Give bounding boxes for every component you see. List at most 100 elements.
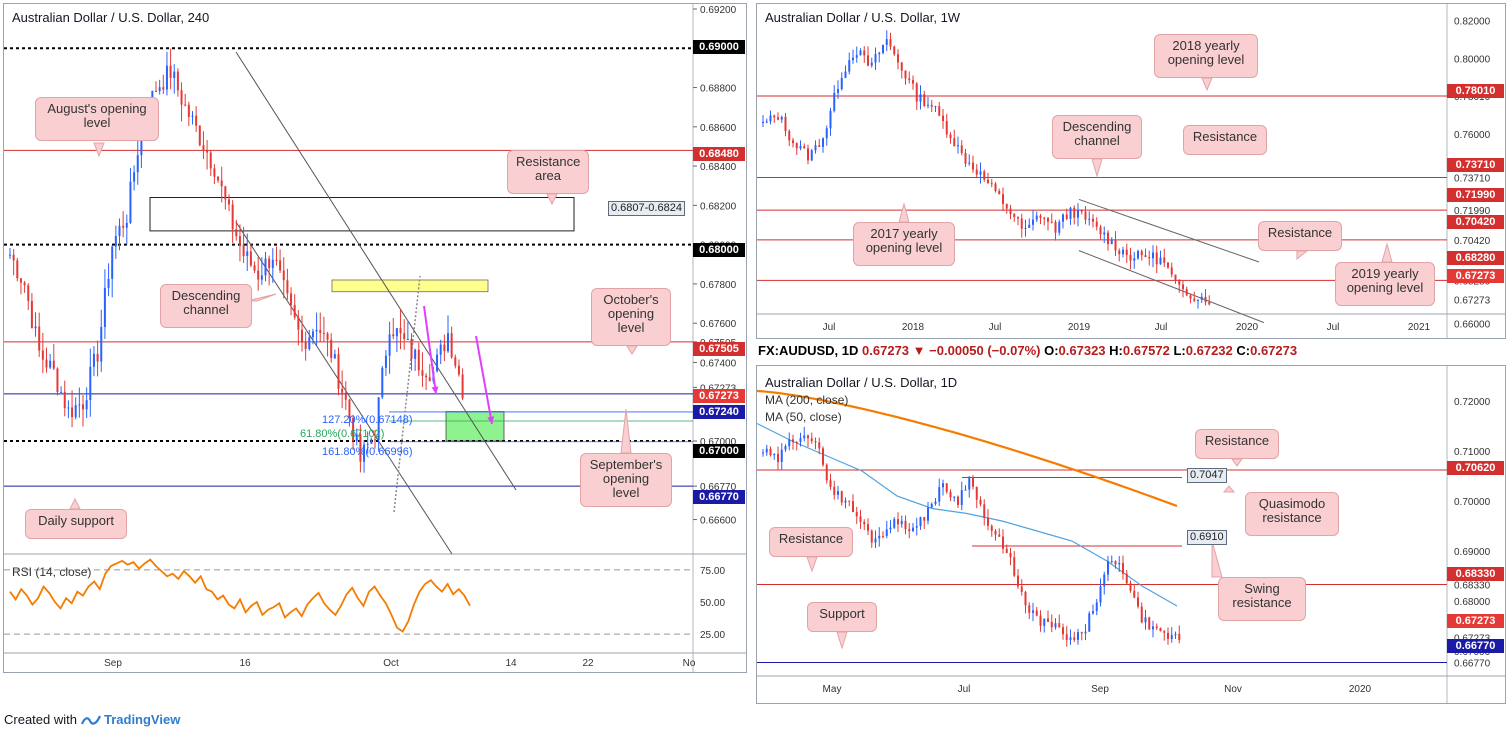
candle-body <box>1110 561 1113 563</box>
candle-body <box>893 519 896 528</box>
candle-body <box>1092 611 1094 614</box>
candle-body <box>129 181 132 223</box>
candle-body <box>301 329 303 342</box>
candle-body <box>421 370 424 376</box>
y-tick-label: 0.67273 <box>1454 633 1491 644</box>
y-tick-label: 0.71990 <box>1454 206 1491 217</box>
candle-body <box>206 150 209 153</box>
candle-body <box>773 453 776 456</box>
candle-body <box>1039 615 1042 626</box>
candle-body <box>998 534 1001 537</box>
candle-body <box>1189 295 1192 299</box>
candle-body <box>271 259 274 269</box>
candle-body <box>374 439 376 441</box>
candle-body <box>359 434 362 462</box>
weekly-chart-panel[interactable]: 0.82000 0.80000 0.78010 0.76000 0.73710 0.719… <box>756 3 1506 339</box>
candle-body <box>784 116 787 132</box>
fib-leg-line <box>393 275 421 513</box>
candle-body <box>930 104 933 107</box>
candle-body <box>242 244 245 256</box>
candle-body <box>1095 602 1098 612</box>
price-tag-daily-current: 0.67273 <box>1447 614 1504 628</box>
candle-body <box>118 225 121 237</box>
candle-body <box>829 110 832 129</box>
ohlc-low: 0.67232 <box>1185 343 1233 358</box>
supply-zone-box <box>331 279 489 293</box>
candle-body <box>765 121 768 123</box>
y-tick-label: 0.72000 <box>1454 397 1491 408</box>
footer: Created with TradingView <box>4 712 180 727</box>
candle-body <box>1009 552 1012 558</box>
x-tick-label: 2021 <box>1408 322 1431 333</box>
candle-body <box>769 115 772 122</box>
candle-body <box>979 171 982 175</box>
weekly-channel-lower <box>1078 250 1265 324</box>
candle-body <box>885 39 888 45</box>
candle-body <box>1062 627 1064 635</box>
candle-body <box>934 501 937 504</box>
candle-body <box>818 442 821 449</box>
candle-body <box>9 254 11 256</box>
y-tick-label: 0.76000 <box>1454 130 1491 141</box>
candle-body <box>859 516 862 522</box>
candle-body <box>1163 631 1166 633</box>
candle-body <box>1155 252 1158 265</box>
price-tag-06800: 0.68000 <box>693 243 745 257</box>
callout-support-daily: Support <box>807 602 877 632</box>
candle-body <box>848 60 851 72</box>
weekly-chart-title: Australian Dollar / U.S. Dollar, 1W <box>765 10 961 25</box>
candle-body <box>1073 637 1076 640</box>
candle-body <box>1107 561 1109 575</box>
candle-body <box>308 337 311 350</box>
candle-body <box>968 162 971 164</box>
candle-body <box>882 44 884 53</box>
candle-body <box>436 354 439 372</box>
candle-body <box>1058 221 1061 233</box>
candle-body <box>807 148 809 161</box>
candle-body <box>326 333 329 340</box>
channel-lower-line <box>235 221 453 555</box>
candle-body <box>78 404 81 406</box>
candle-body <box>63 391 66 408</box>
candle-body <box>96 353 99 362</box>
candle-body <box>447 333 449 352</box>
candle-body <box>246 251 249 256</box>
candle-body <box>1170 267 1173 275</box>
y-tick-label: 0.68330 <box>1454 581 1491 592</box>
candle-body <box>942 483 944 488</box>
callout-quasimodo: Quasimodo resistance <box>1245 492 1339 536</box>
candle-body <box>1137 251 1139 259</box>
daily-chart-canvas[interactable]: 0.72000 0.71000 0.70620 0.70000 0.69000 0.683… <box>757 366 1505 703</box>
candle-body <box>363 444 366 462</box>
ohlc-high: 0.67572 <box>1122 343 1170 358</box>
candle-body <box>52 360 55 369</box>
tradingview-brand[interactable]: TradingView <box>103 712 181 727</box>
h4-chart-panel[interactable]: 0.69200 0.69000 0.68800 0.68600 0.684800.684… <box>3 3 747 673</box>
callout-2018-yearly: 2018 yearly opening level <box>1154 34 1258 78</box>
candle-body <box>366 443 369 445</box>
down-arrow-1-head <box>431 386 439 394</box>
candle-body <box>994 183 997 192</box>
candle-body <box>235 229 238 237</box>
candle-body <box>769 448 772 456</box>
tradingview-logo-icon <box>80 715 101 725</box>
daily-chart-panel[interactable]: 0.72000 0.71000 0.70620 0.70000 0.69000 0.683… <box>756 365 1506 704</box>
callout-pointer <box>93 142 105 158</box>
weekly-channel-upper <box>1078 198 1260 263</box>
candle-body <box>169 65 172 78</box>
candle-body <box>979 499 982 505</box>
candle-body <box>863 50 866 56</box>
candle-body <box>1032 610 1034 613</box>
candle-body <box>213 168 216 177</box>
candle-body <box>461 374 464 399</box>
candle-body <box>228 199 230 205</box>
candle-body <box>352 417 355 441</box>
candle-body <box>795 442 798 444</box>
candle-body <box>844 71 847 78</box>
candle-body <box>388 334 391 356</box>
candle-body <box>1099 226 1102 235</box>
candle-body <box>209 152 212 169</box>
candle-body <box>934 106 937 108</box>
candle-body <box>85 400 88 410</box>
ma200-label: MA (200, close) <box>765 393 849 407</box>
